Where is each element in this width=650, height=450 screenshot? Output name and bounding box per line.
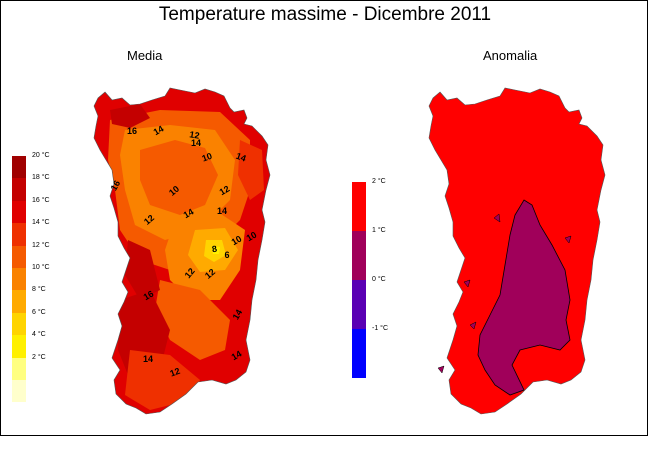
legend-anomalia-tick-label: 0 °C — [372, 276, 386, 283]
legend-media-tick-label: 2 °C — [32, 353, 46, 361]
legend-media-swatch — [12, 268, 26, 291]
legend-media-tick-label: 18 °C — [32, 174, 50, 182]
anomalia-marker — [437, 365, 445, 374]
legend-media-swatch — [12, 178, 26, 201]
legend-media-swatch — [12, 357, 26, 380]
contour-label: 10 — [230, 234, 244, 248]
contour-label: 6 — [224, 250, 229, 260]
legend-anomalia-tick-label: 1 °C — [372, 227, 386, 234]
contour-label: 14 — [217, 206, 227, 216]
contour-label: 10 — [201, 151, 214, 164]
contour-label: 14 — [182, 207, 196, 221]
anomalia-map — [429, 88, 605, 414]
contour-label: 12 — [203, 267, 217, 281]
legend-media-tick-label: 20 °C — [32, 152, 50, 159]
contour-label: 14 — [191, 138, 201, 148]
legend-media-swatch — [12, 156, 26, 179]
legend-anomalia-swatch — [352, 329, 366, 378]
contour-label: 14 — [230, 349, 244, 363]
contour-label: 10 — [245, 230, 259, 244]
legend-anomalia-tick-label: -1 °C — [372, 325, 389, 332]
contour-label: 12 — [169, 366, 182, 379]
legend-media-tick-label: 8 °C — [32, 286, 46, 294]
legend-media-swatch — [12, 200, 26, 224]
anomalia-marker — [469, 321, 477, 330]
legend-anomalia-swatch — [352, 231, 366, 280]
legend-media-swatch — [12, 290, 26, 313]
legend-media-swatch — [12, 312, 26, 336]
contour-label: 10 — [167, 184, 181, 198]
subtitle-anomalia: Anomalia — [483, 48, 538, 63]
legend-media-swatch — [12, 245, 26, 268]
contour-label: 16 — [127, 126, 137, 136]
contour-label: 14 — [231, 308, 245, 322]
anomalia-marker — [564, 235, 572, 244]
legend-anomalia-tick-label: 2 °C — [372, 178, 386, 185]
contour-label: 12 — [142, 213, 156, 227]
anomalia-marker — [493, 213, 501, 223]
legend-media-tick-label: 14 °C — [32, 219, 50, 227]
contour-label: 14 — [152, 124, 166, 138]
subtitle-media: Media — [127, 48, 163, 63]
legend-media-swatch — [12, 335, 26, 358]
legend-media-swatch — [12, 223, 26, 246]
contour-label: 12 — [218, 184, 232, 198]
legend-media-tick-label: 6 °C — [32, 308, 46, 316]
legend-media-tick-label: 10 °C — [32, 264, 50, 271]
contour-label: 16 — [142, 289, 156, 303]
legend-media-tick-label: 12 °C — [32, 241, 50, 249]
legend-media-tick-label: 16 °C — [32, 196, 50, 204]
media-map — [94, 88, 270, 414]
contour-label: 14 — [235, 151, 248, 164]
legend-anomalia-swatch — [352, 280, 366, 329]
legend-anomalia-swatch — [352, 182, 366, 231]
contour-label: 16 — [109, 179, 123, 193]
anomalia-marker — [463, 279, 471, 288]
legend-media-tick-label: 4 °C — [32, 331, 46, 339]
contour-label: 14 — [143, 354, 153, 364]
contour-label: 12 — [189, 129, 201, 141]
contour-label: 8 — [211, 244, 218, 255]
contour-label: 12 — [183, 266, 197, 280]
legend-anomalia: 2 °C 1 °C 0 °C -1 °C — [352, 178, 412, 378]
legend-media-swatch — [12, 380, 26, 403]
legend-media: 20 °C 18 °C 16 °C 14 °C 12 °C 10 °C 8 °C 6 °C 4 … — [12, 152, 72, 403]
figure-title: Temperature massime - Dicembre 2011 — [158, 4, 492, 25]
